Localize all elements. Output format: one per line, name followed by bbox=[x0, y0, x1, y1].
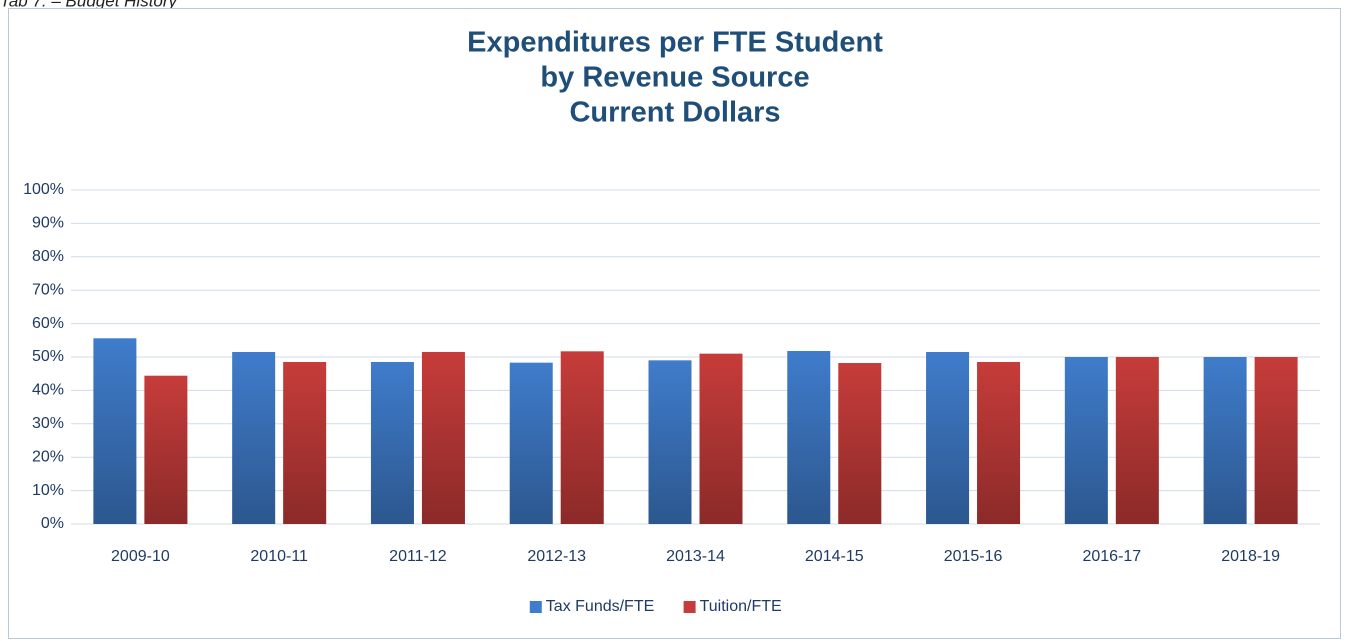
bar bbox=[421, 351, 465, 524]
bar bbox=[370, 362, 414, 524]
bar bbox=[560, 351, 604, 524]
x-tick-label: 2012-13 bbox=[527, 548, 586, 565]
bar bbox=[926, 351, 970, 524]
bar bbox=[232, 351, 276, 524]
y-tick-label: 60% bbox=[32, 315, 64, 332]
bar bbox=[977, 362, 1021, 524]
page-header: Tab 7. – Budget History bbox=[0, 0, 179, 10]
bar bbox=[1254, 357, 1298, 524]
y-tick-label: 40% bbox=[32, 382, 64, 399]
x-tick-label: 2014-15 bbox=[805, 548, 864, 565]
y-tick-label: 100% bbox=[23, 181, 64, 198]
chart-title: by Revenue Source bbox=[540, 62, 809, 94]
y-tick-label: 10% bbox=[32, 482, 64, 499]
bar bbox=[1203, 357, 1247, 524]
x-tick-label: 2011-12 bbox=[389, 548, 447, 565]
x-tick-label: 2009-10 bbox=[111, 548, 170, 565]
legend-label: Tax Funds/FTE bbox=[546, 598, 654, 615]
bar bbox=[699, 353, 743, 524]
y-tick-label: 50% bbox=[32, 348, 64, 365]
bar bbox=[1115, 357, 1159, 524]
bar bbox=[509, 362, 553, 524]
x-tick-label: 2010-11 bbox=[250, 548, 308, 565]
bar bbox=[93, 338, 137, 524]
bar bbox=[787, 350, 831, 524]
legend-swatch bbox=[529, 601, 542, 613]
x-tick-label: 2015-16 bbox=[944, 548, 1003, 565]
y-tick-label: 90% bbox=[32, 215, 64, 232]
y-tick-label: 0% bbox=[41, 515, 64, 532]
bar bbox=[838, 363, 882, 524]
legend-swatch bbox=[683, 601, 696, 613]
legend-label: Tuition/FTE bbox=[700, 598, 782, 615]
bar bbox=[283, 362, 327, 524]
y-tick-label: 80% bbox=[32, 248, 64, 265]
chart-title: Expenditures per FTE Student bbox=[467, 27, 883, 59]
bar bbox=[648, 360, 692, 524]
bar bbox=[1064, 357, 1108, 524]
x-tick-label: 2016-17 bbox=[1082, 548, 1141, 565]
y-tick-label: 30% bbox=[32, 415, 64, 432]
y-tick-label: 70% bbox=[32, 281, 64, 298]
x-tick-label: 2018-19 bbox=[1221, 548, 1280, 565]
bar bbox=[144, 375, 188, 524]
x-tick-label: 2013-14 bbox=[666, 548, 725, 565]
chart-title: Current Dollars bbox=[569, 97, 780, 129]
y-tick-label: 20% bbox=[32, 448, 64, 465]
